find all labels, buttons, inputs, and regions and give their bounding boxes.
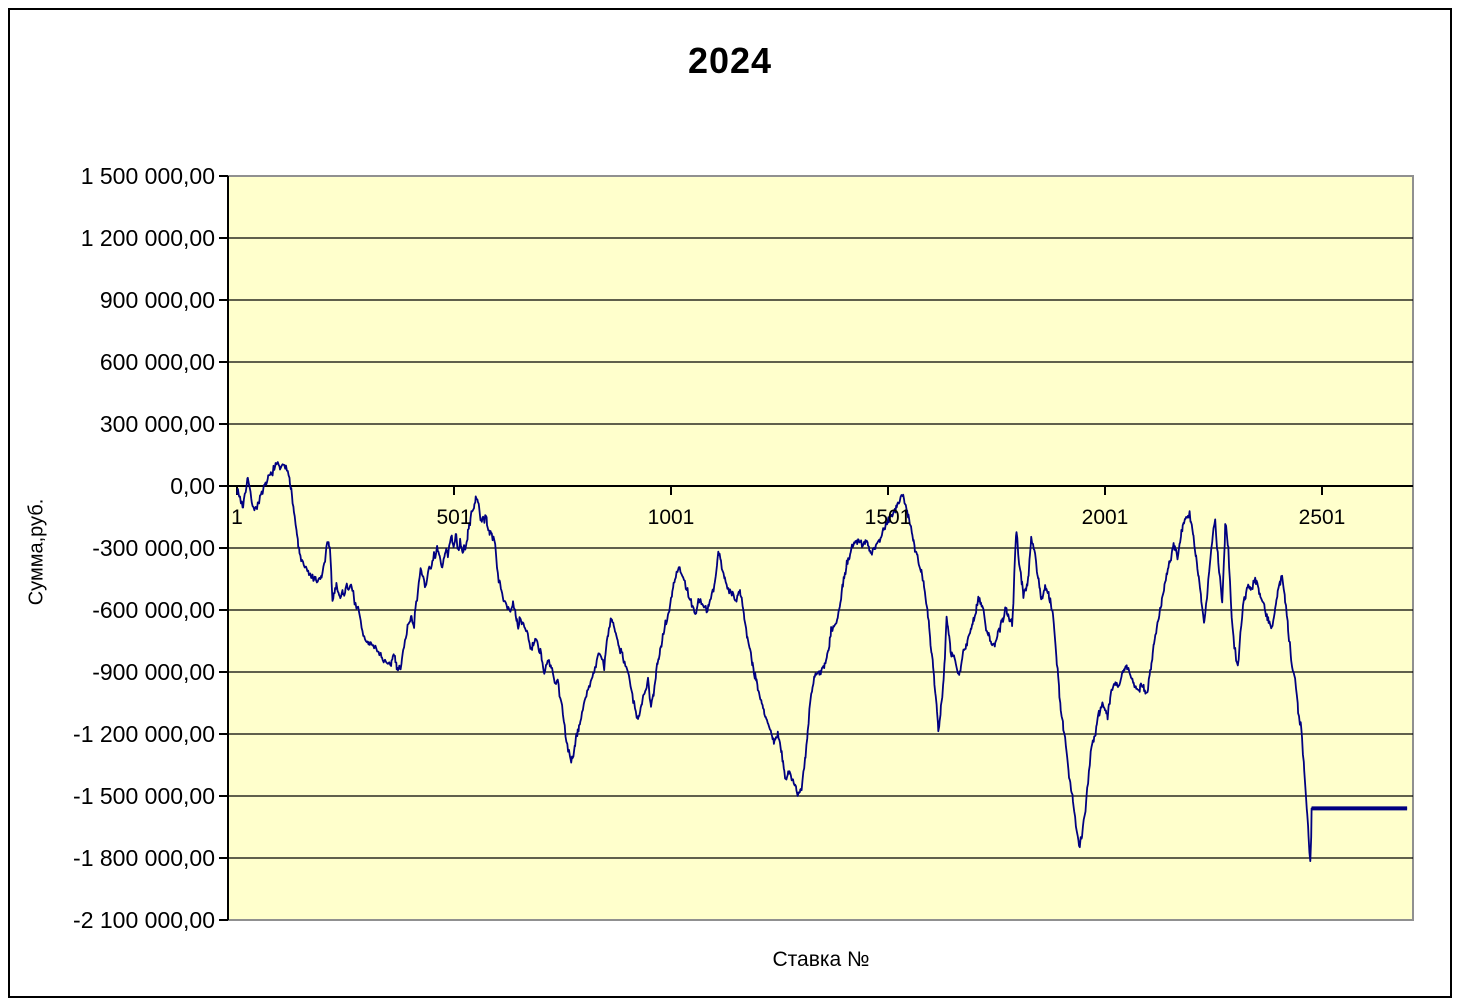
- x-axis-tick-label: 501: [436, 506, 472, 529]
- y-axis-tick-label: -600 000,00: [92, 597, 215, 623]
- x-axis-title: Ставка №: [772, 948, 870, 971]
- y-axis-tick-label: 600 000,00: [99, 349, 215, 375]
- y-axis-tick-label: 1 500 000,00: [80, 163, 215, 189]
- y-axis-tick-label: -1 200 000,00: [73, 721, 215, 747]
- x-axis-tick-label: 1: [231, 506, 243, 529]
- data-series-line: [236, 461, 1408, 862]
- y-axis-title: Сумма,руб.: [25, 498, 48, 606]
- y-axis-tick-label: 300 000,00: [99, 411, 215, 437]
- y-axis-tick-label: -2 100 000,00: [73, 907, 215, 933]
- x-axis-tick-label: 2001: [1081, 506, 1129, 529]
- x-axis-tick-label: 1501: [864, 506, 912, 529]
- y-axis-tick-label: -1 800 000,00: [73, 845, 215, 871]
- x-axis-tick-label: 1001: [647, 506, 695, 529]
- y-axis-tick-label: -1 500 000,00: [73, 783, 215, 809]
- y-axis-tick-label: 1 200 000,00: [80, 225, 215, 251]
- y-axis-tick-label: -300 000,00: [92, 535, 215, 561]
- y-axis-tick-label: 900 000,00: [99, 287, 215, 313]
- y-axis-tick-label: -900 000,00: [92, 659, 215, 685]
- chart-title: 2024: [687, 40, 773, 81]
- y-axis-tick-label: 0,00: [170, 473, 215, 499]
- x-axis-tick-label: 2501: [1298, 506, 1346, 529]
